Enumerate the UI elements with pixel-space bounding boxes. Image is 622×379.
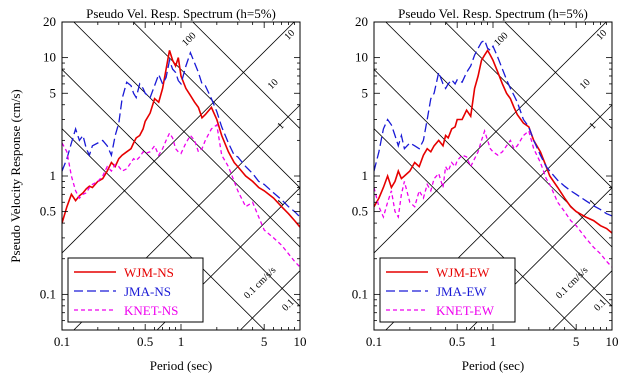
displacement-grid-line bbox=[552, 270, 612, 330]
y-tick-label: 10 bbox=[43, 50, 56, 65]
y-tick-label: 0.5 bbox=[352, 204, 368, 219]
chart-title: Pseudo Vel. Resp. Spectrum (h=5%) bbox=[398, 6, 588, 21]
displacement-line-label: 1 bbox=[587, 198, 598, 209]
displacement-line-label: 0.1 cm/s/s bbox=[242, 265, 279, 302]
displacement-line-label: 0.1 bbox=[280, 297, 297, 314]
acceleration-grid-line bbox=[374, 69, 612, 307]
y-axis-label: Pseudo Velocity Response (cm/s) bbox=[8, 89, 23, 262]
acceleration-grid-line bbox=[504, 22, 612, 129]
x-tick-label: 10 bbox=[294, 334, 307, 349]
displacement-line-label: 0.1 cm/s/s bbox=[554, 265, 591, 302]
series-line-wjm-ns bbox=[62, 50, 300, 228]
y-tick-label: 0.1 bbox=[352, 286, 368, 301]
legend-label: KNET-EW bbox=[436, 303, 495, 318]
legend-label: JMA-EW bbox=[436, 284, 487, 299]
x-tick-label: 5 bbox=[261, 334, 268, 349]
series-line-knet-ew bbox=[374, 128, 612, 268]
series-line-jma-ew bbox=[374, 39, 612, 217]
x-tick-label: 1 bbox=[178, 334, 185, 349]
x-tick-label: 0.5 bbox=[449, 334, 465, 349]
series-line-wjm-ew bbox=[374, 48, 612, 234]
x-tick-label: 0.1 bbox=[54, 334, 70, 349]
acceleration-grid-line bbox=[73, 22, 300, 248]
legend-box bbox=[67, 257, 204, 323]
displacement-line-label: 0.1 bbox=[592, 297, 609, 314]
x-tick-label: 10 bbox=[606, 334, 619, 349]
displacement-grid-line bbox=[62, 22, 295, 254]
y-tick-label: 1 bbox=[50, 168, 57, 183]
y-tick-label: 5 bbox=[50, 85, 57, 100]
legend-label: WJM-NS bbox=[124, 265, 174, 280]
y-tick-label: 20 bbox=[355, 14, 368, 29]
chart-title: Pseudo Vel. Resp. Spectrum (h=5%) bbox=[86, 6, 276, 21]
x-tick-label: 0.5 bbox=[137, 334, 153, 349]
legend-label: KNET-NS bbox=[124, 303, 178, 318]
y-tick-label: 1 bbox=[362, 168, 369, 183]
y-tick-label: 10 bbox=[355, 50, 368, 65]
acceleration-line-label: 100 bbox=[180, 30, 198, 48]
displacement-line-label: 10 bbox=[578, 77, 593, 92]
acceleration-line-label: 100 bbox=[492, 30, 510, 48]
legend: WJM-EW JMA-EW KNET-EW bbox=[379, 257, 516, 323]
displacement-grid-line bbox=[240, 270, 300, 330]
displacement-grid-line bbox=[374, 22, 607, 254]
displacement-line-label: 10 bbox=[266, 77, 281, 92]
series-group bbox=[374, 39, 612, 268]
acceleration-line-label: 10 bbox=[282, 28, 297, 43]
acceleration-grid-line bbox=[132, 22, 300, 189]
x-axis-label: Period (sec) bbox=[150, 358, 212, 373]
legend-label: JMA-NS bbox=[124, 284, 171, 299]
legend-box bbox=[379, 257, 516, 323]
series-group bbox=[62, 50, 300, 268]
x-axis-label: Period (sec) bbox=[462, 358, 524, 373]
acceleration-grid-line bbox=[62, 69, 300, 307]
legend-label: WJM-EW bbox=[436, 265, 490, 280]
acceleration-line-label: 1 bbox=[587, 121, 598, 132]
y-tick-label: 0.1 bbox=[40, 286, 56, 301]
acceleration-grid-line bbox=[62, 128, 265, 330]
series-line-jma-ns bbox=[62, 50, 300, 218]
x-tick-label: 1 bbox=[490, 334, 497, 349]
x-tick-label: 0.1 bbox=[366, 334, 382, 349]
displacement-line-label: 1 bbox=[275, 198, 286, 209]
y-tick-label: 5 bbox=[362, 85, 369, 100]
acceleration-grid-line bbox=[444, 22, 612, 189]
acceleration-grid-line bbox=[192, 22, 300, 129]
legend: WJM-NS JMA-NS KNET-NS bbox=[67, 257, 204, 323]
acceleration-grid-line bbox=[374, 128, 577, 330]
y-tick-label: 0.5 bbox=[40, 204, 56, 219]
x-tick-label: 5 bbox=[573, 334, 580, 349]
acceleration-line-label: 1 bbox=[275, 121, 286, 132]
series-line-knet-ns bbox=[62, 123, 300, 268]
acceleration-line-label: 10 bbox=[594, 28, 609, 43]
y-tick-label: 20 bbox=[43, 14, 56, 29]
